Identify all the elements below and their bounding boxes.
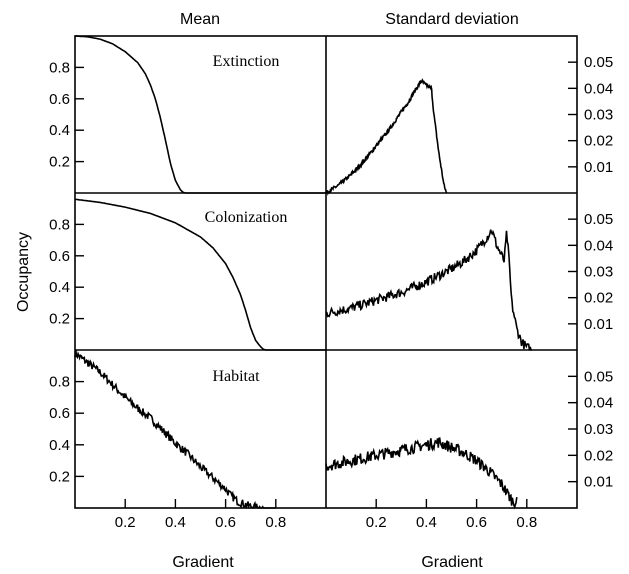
y-tick-label-right: 0.03 [584,421,613,438]
series-line-extinction-mean [74,35,326,194]
series-line-habitat-sd [325,437,518,510]
y-tick-label-right: 0.03 [584,264,613,281]
series-line-habitat-mean [74,350,276,510]
y-tick-label-left: 0.4 [49,279,70,296]
x-axis-label-right: Gradient [421,554,483,571]
col-title-mean: Mean [180,11,220,28]
y-tick-label-left: 0.6 [49,248,70,265]
y-axis-label: Occupancy [15,232,32,312]
y-tick-label-left: 0.4 [49,437,70,454]
y-tick-label-right: 0.02 [584,290,613,307]
x-tick-label: 0.2 [366,514,387,531]
row-label-layer: Extinction Colonization Habitat [205,53,288,385]
x-tick-label: 0.6 [215,514,236,531]
panel-frames [74,35,578,509]
y-tick-label-right: 0.05 [584,211,613,228]
y-tick-label-right: 0.02 [584,133,613,150]
x-tick-label: 0.8 [516,514,537,531]
y-tick-label-right: 0.05 [584,368,613,385]
y-tick-label-right: 0.01 [584,474,613,491]
y-tick-label-right: 0.02 [584,447,613,464]
y-tick-label-left: 0.2 [49,154,70,171]
x-axis-label-left: Gradient [172,554,234,571]
row-label: Extinction [213,53,280,70]
y-tick-label-left: 0.6 [49,91,70,108]
x-tick-label: 0.6 [466,514,487,531]
series-line-colonization-sd [325,229,532,351]
y-tick-label-left: 0.4 [49,122,70,139]
col-title-sd: Standard deviation [385,11,518,28]
y-tick-label-right: 0.04 [584,80,613,97]
y-tick-label-right: 0.01 [584,159,613,176]
x-tick-label: 0.4 [165,514,186,531]
y-tick-label-left: 0.8 [49,374,70,391]
curve-layer [74,35,532,510]
x-tick-label: 0.8 [265,514,286,531]
y-tick-label-left: 0.6 [49,405,70,422]
row-label: Colonization [205,209,288,226]
y-tick-label-right: 0.03 [584,107,613,124]
tick-layer: 0.2 0.4 0.6 0.8 0.01 0.02 0.03 0.04 0.05 0.2 0.4 0.… [49,54,613,531]
x-tick-label: 0.4 [416,514,437,531]
y-tick-label-left: 0.2 [49,311,70,328]
y-tick-label-left: 0.8 [49,59,70,76]
y-tick-label-right: 0.04 [584,237,613,254]
y-tick-label-right: 0.05 [584,54,613,71]
y-tick-label-left: 0.8 [49,216,70,233]
x-tick-label: 0.2 [115,514,136,531]
row-label: Habitat [212,368,260,385]
series-line-extinction-sd [325,78,448,197]
y-tick-label-right: 0.04 [584,395,613,412]
y-tick-label-left: 0.2 [49,468,70,485]
series-line-colonization-mean [74,198,326,351]
y-tick-label-right: 0.01 [584,316,613,333]
